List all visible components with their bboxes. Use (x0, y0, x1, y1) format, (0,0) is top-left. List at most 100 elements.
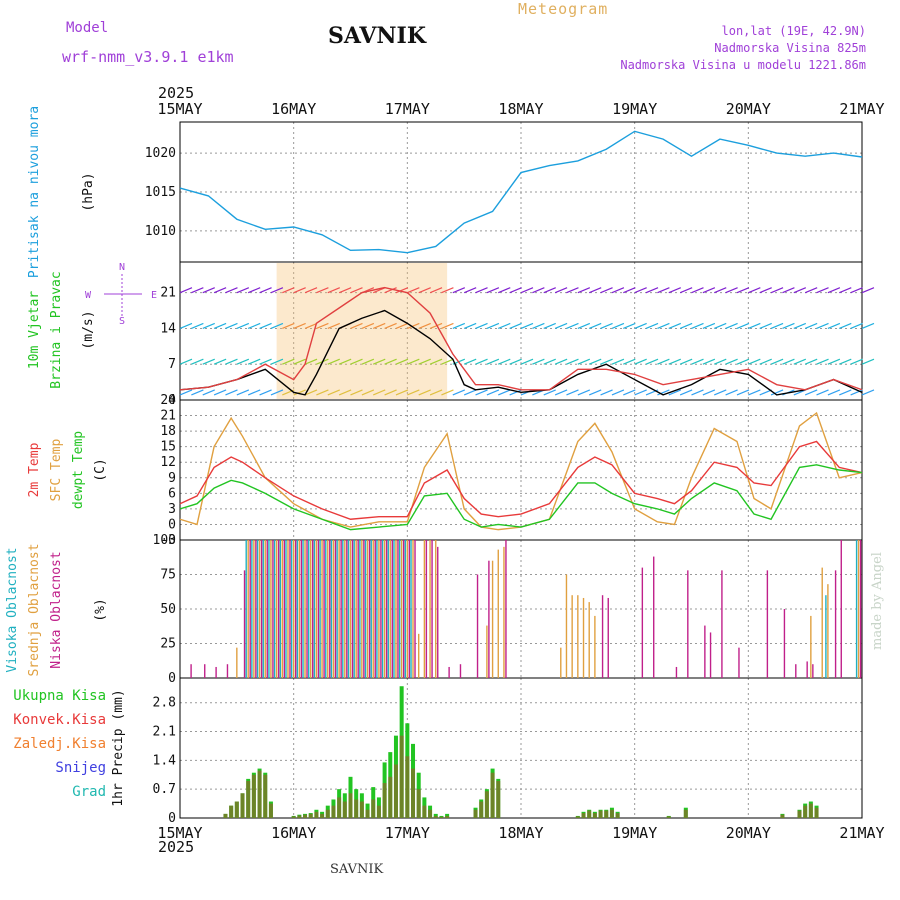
wind-barb (338, 358, 352, 365)
wind-barb (463, 287, 477, 294)
wind-barb (327, 322, 340, 329)
y-tick-label: 0 (168, 811, 176, 826)
y-tick-label: 1020 (145, 146, 176, 161)
y-tick-label: 18 (160, 424, 176, 439)
wind-barb (463, 389, 477, 396)
convective-rain-bar (484, 791, 489, 818)
wind-barb (191, 287, 204, 294)
y-tick-label: 100 (153, 533, 176, 548)
wind-barb (316, 287, 329, 294)
convective-rain-bar (325, 809, 330, 818)
x-tick-label-bottom: 19MAY (612, 824, 657, 842)
convective-rain-bar (797, 810, 802, 818)
wind-barb (543, 287, 556, 294)
wind-barb (259, 358, 272, 365)
wind-barb (600, 322, 613, 329)
wind-barb (247, 389, 261, 396)
wind-barb (452, 322, 466, 329)
wind-barb (202, 322, 215, 329)
2m-temp-line (179, 440, 863, 520)
wind-barb (577, 287, 591, 294)
wind-barb (748, 322, 761, 329)
wind-barb (202, 389, 215, 396)
wind-barb (839, 322, 852, 329)
x-tick-label-top: 16MAY (271, 100, 316, 118)
footer-station: SAVNIK (330, 862, 384, 877)
y-tick-label: 1015 (145, 185, 176, 200)
wind-barb (327, 358, 340, 365)
wind-barb (429, 389, 443, 396)
wind-barb (395, 287, 409, 294)
convective-rain-bar (598, 810, 603, 818)
wind-barb (679, 358, 693, 365)
wind-barb (191, 389, 204, 396)
wind-barb (759, 389, 772, 396)
convective-rain-bar (320, 813, 325, 818)
wind-barb (770, 389, 784, 396)
wind-barb (816, 358, 829, 365)
x-tick-label-bottom: 16MAY (271, 824, 316, 842)
convective-rain-bar (473, 809, 478, 818)
convective-rain-bar (365, 809, 370, 818)
wind-unit: (m/s) (81, 310, 96, 349)
convective-rain-bar (393, 764, 398, 818)
wind-barb (691, 358, 704, 365)
wind-barb (725, 287, 738, 294)
wind-gust-line (179, 286, 863, 391)
wind-barb (520, 287, 534, 294)
convective-rain-bar (780, 814, 785, 818)
wind-barb (623, 389, 636, 396)
wind-barb (532, 358, 545, 365)
wind-barb (566, 389, 579, 396)
wind-barb (475, 287, 488, 294)
wind-barb (850, 322, 863, 329)
convective-rain-bar (496, 780, 501, 818)
wind-barb (668, 389, 681, 396)
low-cloud-label: Niska Oblacnost (49, 551, 64, 668)
wind-barb (361, 358, 375, 365)
wind-barb (588, 287, 602, 294)
wind-barb (486, 322, 500, 329)
wind-barb (543, 389, 556, 396)
wind-barb (179, 287, 193, 294)
wind-barb (839, 287, 852, 294)
coords-label: lon,lat (19E, 42.9N) (721, 24, 867, 38)
wind-barb (588, 358, 602, 365)
precip-legend-4: Grad (72, 784, 106, 800)
x-tick-label-top: 20MAY (726, 100, 771, 118)
convective-rain-bar (416, 789, 421, 818)
wind-barb (748, 389, 761, 396)
convective-rain-bar (399, 735, 404, 818)
wind-barb (213, 322, 227, 329)
wind-barb (554, 389, 568, 396)
wind-barb (634, 389, 647, 396)
convective-rain-bar (342, 801, 347, 818)
wind-barb (373, 358, 386, 365)
y-tick-label: 6 (168, 486, 176, 501)
convective-rain-bar (803, 805, 808, 818)
wind-barb (714, 322, 727, 329)
x-tick-label-top: 17MAY (385, 100, 430, 118)
wind-barb (407, 322, 420, 329)
x-tick-label-bottom: 21MAY (839, 824, 884, 842)
wind-barb (520, 358, 534, 365)
wind-barb (634, 358, 647, 365)
convective-rain-bar (666, 816, 671, 818)
wind-barb (395, 358, 409, 365)
wind-barb (509, 358, 522, 365)
wind-barb (191, 322, 204, 329)
wind-barb (259, 322, 272, 329)
wind-barb (179, 322, 193, 329)
wind-barb (418, 358, 431, 365)
wind-barb (543, 322, 556, 329)
wind-barb (714, 389, 727, 396)
wind-barb (259, 287, 272, 294)
wind-barb (657, 322, 670, 329)
wind-barb (770, 322, 784, 329)
wind-barb (861, 358, 875, 365)
convective-rain-bar (291, 816, 296, 818)
wind-barb (225, 322, 238, 329)
dewpt-label: dewpt Temp (71, 431, 86, 509)
wind-barb (588, 322, 602, 329)
wind-barb (645, 287, 659, 294)
